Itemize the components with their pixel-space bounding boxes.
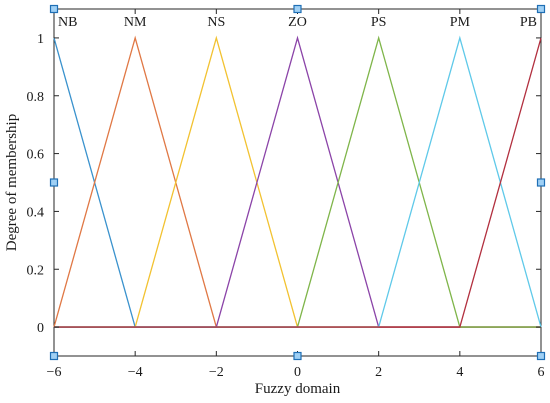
x-tick-label: −6 [47,365,62,380]
x-tick-label: 0 [294,365,301,380]
y-tick-label: 0.6 [27,148,45,163]
label-pm: PM [450,15,471,30]
resize-handle[interactable] [49,178,59,187]
x-tick-label: 6 [538,365,545,380]
x-tick-label: −4 [128,365,143,380]
y-tick-label: 0.2 [27,263,45,278]
resize-handle[interactable] [49,4,59,14]
label-nm: NM [124,15,147,30]
y-tick-label: 1 [37,32,44,47]
label-pb: PB [520,15,537,30]
y-tick-label: 0.8 [27,90,45,105]
label-ns: NS [207,15,225,30]
resize-handle[interactable] [536,4,546,14]
resize-handle[interactable] [536,351,546,361]
y-axis-label: Degree of membership [4,114,20,251]
resize-handle[interactable] [293,4,302,14]
y-tick-label: 0 [37,321,44,336]
x-tick-label: 4 [456,365,463,380]
x-axis-label: Fuzzy domain [255,381,341,397]
x-tick-label: 2 [375,365,382,380]
label-ps: PS [371,15,387,30]
plot-area [53,8,542,357]
selection-handles[interactable] [49,4,546,361]
x-axis: −6 −4 −2 0 2 4 6 [47,9,545,380]
x-tick-label: −2 [209,365,224,380]
series-line-pb [54,37,542,328]
membership-labels: NB NM NS ZO PS PM PB [58,15,537,30]
resize-handle[interactable] [49,351,59,361]
y-tick-label: 0.4 [27,205,45,220]
label-nb: NB [58,15,77,30]
resize-handle[interactable] [536,178,546,187]
label-zo: ZO [288,15,307,30]
series-layer [53,35,542,328]
y-axis: 0 0.2 0.4 0.6 0.8 1 [27,32,541,336]
resize-handle[interactable] [293,351,302,361]
